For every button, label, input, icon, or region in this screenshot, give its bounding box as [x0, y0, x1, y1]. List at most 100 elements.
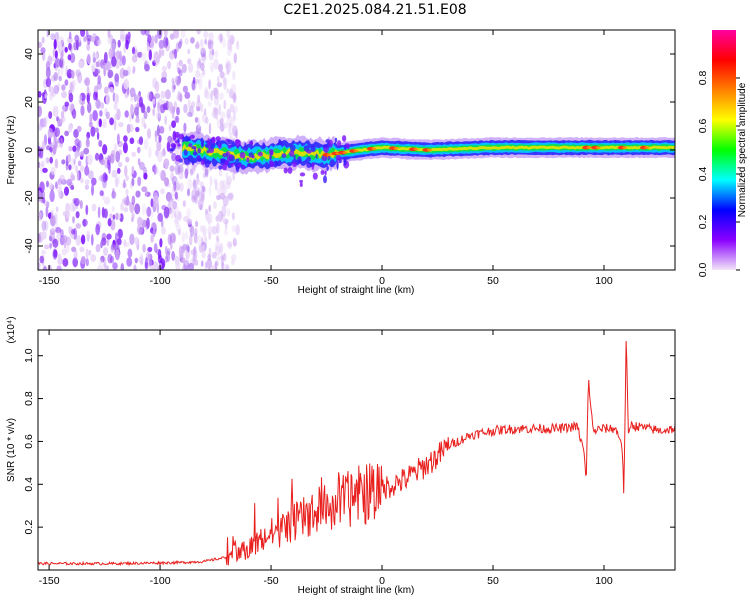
spectrogram-noise-blob: [157, 101, 161, 113]
spectrogram-noise-blob: [54, 127, 60, 137]
spectrogram-noise-blob: [52, 48, 56, 57]
spectrogram-noise-blob: [98, 175, 103, 181]
spectrogram-noise-blob: [206, 213, 213, 225]
spectrogram-noise-blob: [196, 30, 201, 35]
spectrogram-noise-blob: [175, 224, 182, 232]
spectrogram-noise-blob: [86, 94, 89, 102]
spectrogram-noise-blob: [152, 222, 157, 230]
spectrogram-noise-blob: [72, 145, 77, 152]
spectrogram-band-blob: [268, 160, 274, 164]
spectrogram-noise-blob: [173, 30, 180, 39]
spectrogram-noise-blob: [85, 248, 89, 259]
spectrogram-noise-blob: [61, 159, 66, 165]
spectrogram-noise-blob: [182, 265, 188, 270]
spectrogram-noise-blob: [160, 77, 167, 83]
spectrogram-noise-blob: [211, 251, 217, 259]
spectrogram-noise-blob: [47, 127, 54, 139]
spectrogram-noise-blob: [204, 38, 207, 45]
spectrogram-noise-blob: [146, 206, 152, 218]
spectrogram-band-blob: [283, 167, 288, 174]
snr-y-tick-label: 0.4: [23, 477, 35, 492]
spectrogram-band-blob: [204, 161, 210, 168]
spectrogram-noise-blob: [179, 38, 183, 46]
spectrogram-noise-blob: [93, 91, 97, 101]
spectrogram-noise-blob: [80, 165, 84, 172]
spectrogram-noise-blob: [213, 201, 217, 210]
spectrogram-noise-blob: [171, 120, 177, 128]
spectrogram-noise-blob: [176, 106, 180, 116]
spectrogram-noise-blob: [52, 90, 56, 98]
spectrogram-noise-blob: [68, 31, 72, 40]
spectrogram-noise-blob: [92, 110, 98, 122]
spectrogram-noise-blob: [80, 177, 84, 184]
spectrogram-noise-blob: [208, 247, 212, 255]
snr-y-tick-label: 0.2: [23, 520, 35, 535]
spectrogram-noise-blob: [218, 33, 224, 42]
spectrogram-noise-blob: [54, 158, 59, 169]
spectrogram-noise-blob: [178, 59, 183, 67]
spectrogram-band-blob: [336, 160, 339, 169]
spectrogram-noise-blob: [122, 142, 128, 154]
spectrogram-noise-blob: [195, 69, 201, 79]
spectrogram-noise-blob: [144, 30, 150, 36]
spectrogram-noise-blob: [91, 203, 97, 212]
spectrogram-noise-blob: [226, 108, 232, 119]
spectrogram-noise-blob: [207, 101, 212, 107]
spectrogram-noise-blob: [196, 106, 201, 112]
spectrogram-band-blob: [207, 138, 210, 145]
spectrogram-noise-blob: [150, 265, 155, 270]
spectrogram-noise-blob: [59, 118, 64, 125]
spectrogram-noise-blob: [154, 93, 161, 99]
spectrogram-noise-blob: [219, 92, 224, 101]
spectrogram-noise-blob: [51, 225, 56, 232]
spectrogram-noise-blob: [153, 166, 159, 175]
spectrogram-noise-blob: [203, 108, 207, 116]
spectrogram-noise-blob: [75, 235, 82, 246]
spectrogram-noise-blob: [53, 84, 59, 95]
spectrogram-noise-blob: [182, 200, 186, 208]
spectrogram-noise-blob: [76, 142, 81, 152]
spectrogram-noise-blob: [210, 90, 214, 101]
spectrogram-noise-blob: [54, 220, 59, 232]
spectrogram-noise-blob: [150, 234, 154, 243]
colorbar-title: Normalized spectral amplitude: [737, 82, 748, 217]
spectrogram-noise-blob: [226, 241, 233, 248]
spectrogram-noise-blob: [45, 114, 49, 124]
spectrogram-noise-blob: [68, 103, 75, 112]
spectrogram-noise-blob: [228, 122, 232, 129]
spectrogram-noise-blob: [121, 55, 126, 66]
spectrogram-noise-blob: [69, 82, 74, 91]
spectrogram-noise-blob: [194, 187, 201, 196]
spectrogram-band-blob: [292, 161, 297, 167]
spectrogram-noise-blob: [68, 145, 73, 152]
spectrogram-noise-blob: [166, 141, 171, 152]
spectrogram-band-blob: [328, 139, 333, 148]
spectrogram-noise-blob: [173, 48, 178, 59]
spectrogram-noise-blob: [191, 189, 197, 201]
spectrogram-band-blob: [216, 141, 219, 145]
colorbar-tick-label: 0.8: [697, 71, 709, 86]
spectrogram-noise-blob: [42, 197, 46, 204]
spectrogram-noise-blob: [160, 90, 166, 99]
spectrogram-noise-blob: [64, 46, 68, 53]
spectrogram-noise-blob: [58, 36, 64, 45]
spectrogram-noise-blob: [178, 228, 181, 236]
spectrogram-noise-blob: [131, 212, 135, 220]
spectrogram-noise-blob: [111, 169, 118, 178]
spectrogram-noise-blob: [86, 86, 90, 93]
spectrogram-noise-blob: [204, 35, 207, 45]
spectrogram-noise-blob: [38, 233, 41, 243]
spectrogram-noise-blob: [109, 117, 114, 126]
spectrogram-noise-blob: [63, 242, 67, 249]
spectrogram-noise-blob: [72, 108, 77, 120]
spectrogram-noise-blob: [173, 101, 178, 110]
spectrogram-noise-blob: [212, 87, 218, 97]
spectrogram-noise-blob: [176, 61, 180, 71]
spectrogram-band-blob: [174, 131, 180, 138]
spectrogram-band-blob: [248, 141, 253, 145]
spectrogram-noise-blob: [186, 218, 193, 225]
spectrogram-noise-blob: [200, 260, 204, 267]
spectrogram-noise-blob: [147, 34, 152, 44]
snr-x-ticks: -150 -100 -50 0 50 100: [39, 330, 613, 587]
spectrogram-noise-blob: [141, 104, 146, 114]
